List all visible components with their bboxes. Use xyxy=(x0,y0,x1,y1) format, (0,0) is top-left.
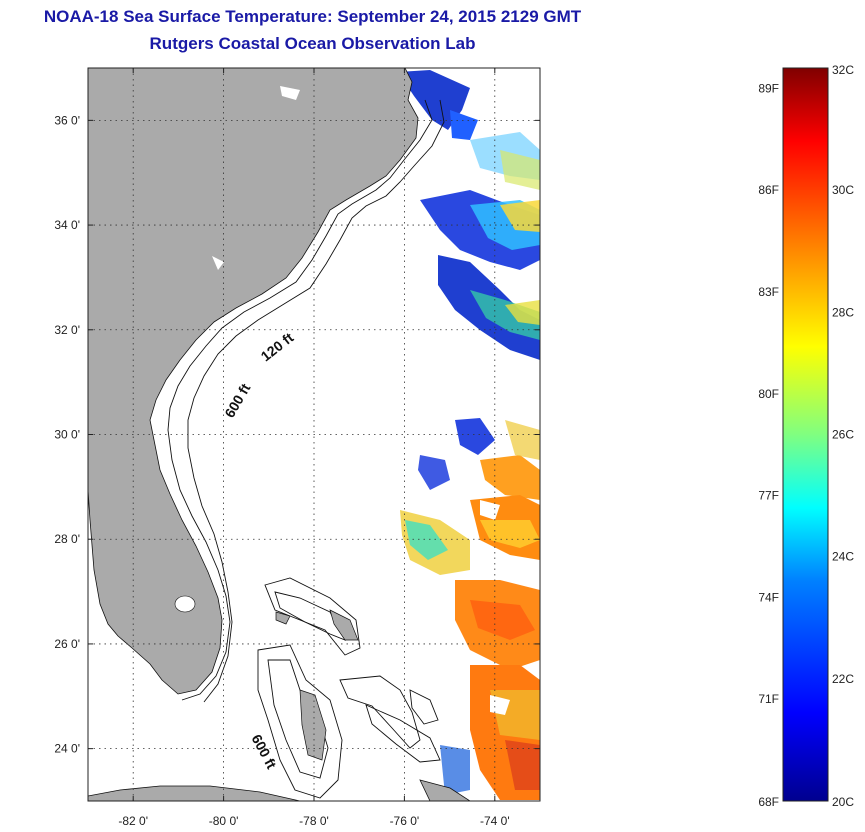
lat-tick-label: 30 0' xyxy=(54,428,80,442)
land-us-coast xyxy=(88,68,419,695)
lat-tick-label: 34 0' xyxy=(54,218,80,232)
colorbar-celsius-label: 28C xyxy=(832,305,854,319)
colorbar-fahrenheit-label: 80F xyxy=(758,387,779,401)
map-subtitle: Rutgers Coastal Ocean Observation Lab xyxy=(149,34,476,53)
map-title: NOAA-18 Sea Surface Temperature: Septemb… xyxy=(43,7,582,26)
lat-tick-label: 36 0' xyxy=(54,113,80,127)
colorbar-fahrenheit-label: 89F xyxy=(758,81,779,95)
lon-tick-label: -74 0' xyxy=(480,814,510,828)
colorbar-celsius-label: 24C xyxy=(832,550,854,564)
lon-tick-label: -82 0' xyxy=(118,814,148,828)
colorbar-fahrenheit-label: 86F xyxy=(758,183,779,197)
depth-contours xyxy=(167,99,445,703)
lat-tick-label: 24 0' xyxy=(54,742,80,756)
colorbar-fahrenheit-label: 71F xyxy=(758,692,779,706)
colorbar-fahrenheit-label: 74F xyxy=(758,590,779,604)
colorbar-celsius-label: 30C xyxy=(832,183,854,197)
colorbar-celsius-label: 22C xyxy=(832,672,854,686)
colorbar-celsius-label: 20C xyxy=(832,795,854,809)
lon-tick-label: -78 0' xyxy=(299,814,329,828)
lat-tick-label: 28 0' xyxy=(54,532,80,546)
colorbar-fahrenheit-label: 77F xyxy=(758,489,779,503)
bahamas-banks xyxy=(257,577,441,799)
colorbar-celsius-label: 32C xyxy=(832,63,854,77)
colorbar-celsius-label: 26C xyxy=(832,428,854,442)
lon-tick-label: -80 0' xyxy=(209,814,239,828)
lat-tick-label: 26 0' xyxy=(54,637,80,651)
axis-ticks: 36 0' 34 0' 32 0' 30 0' 28 0' 26 0' 24 0' -82 0… xyxy=(54,68,540,828)
graticule xyxy=(88,68,540,801)
colorbar xyxy=(782,67,829,802)
land-cuba xyxy=(88,785,301,801)
colorbar-fahrenheit-label: 68F xyxy=(758,795,779,809)
sst-data-layer xyxy=(398,70,540,800)
lon-tick-label: -76 0' xyxy=(390,814,420,828)
colorbar-fahrenheit-label: 83F xyxy=(758,285,779,299)
colorbar-labels: 32C 30C 28C 26C 24C 22C 20C 89F 86F 83F 80F 77F 74F 7… xyxy=(758,63,854,809)
lat-tick-label: 32 0' xyxy=(54,323,80,337)
